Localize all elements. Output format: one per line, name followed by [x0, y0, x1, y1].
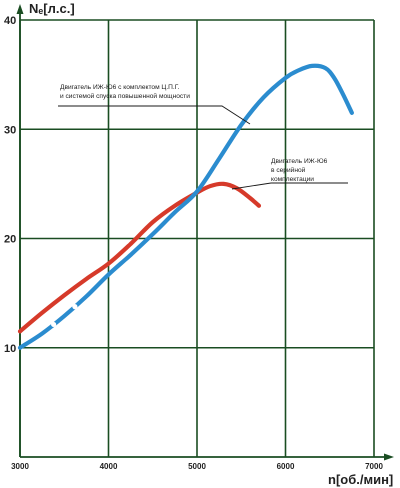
series-1 — [17, 63, 354, 350]
y-tick-label: 40 — [4, 15, 16, 27]
line-gap — [72, 304, 78, 310]
annotation-1: Двигатель ИЖ-Ю6в серийной комплектации — [231, 158, 348, 190]
x-tick-label: 6000 — [277, 462, 295, 471]
x-tick-label: 7000 — [365, 462, 383, 471]
annotation-text: комплектации — [271, 176, 314, 183]
series-0 — [17, 181, 262, 334]
series-line — [17, 63, 354, 350]
annotation-leader — [58, 105, 251, 125]
x-tick-label: 5000 — [188, 462, 206, 471]
line-gap — [51, 321, 57, 328]
x-tick-label: 3000 — [11, 462, 29, 471]
annotation-leader — [231, 182, 272, 190]
annotation-text: в серийной — [271, 166, 306, 174]
x-tick-label: 4000 — [100, 462, 118, 471]
x-axis-title: n[об./мин] — [328, 472, 393, 487]
y-tick-label: 10 — [4, 343, 16, 355]
tick-labels: 10 20 30 40 3000 4000 5000 6000 7000 — [4, 15, 383, 471]
series-layer — [17, 63, 354, 350]
y-axis-title: Nₑ[л.с.] — [29, 1, 75, 16]
axes — [16, 4, 394, 461]
annotation-text: Двигатель ИЖ-Ю6 — [271, 158, 328, 165]
annotations: Двигатель ИЖ-Ю6 с комплектом Ц.П.Г.и сис… — [58, 84, 348, 190]
annotation-text: и системой спуска повышенной мощности — [60, 92, 190, 100]
annotation-text: Двигатель ИЖ-Ю6 с комплектом Ц.П.Г. — [60, 84, 179, 91]
x-axis-arrow-icon — [384, 453, 394, 461]
grid — [19, 19, 375, 457]
annotation-0: Двигатель ИЖ-Ю6 с комплектом Ц.П.Г.и сис… — [58, 84, 251, 125]
y-tick-label: 20 — [4, 234, 16, 246]
y-tick-label: 30 — [4, 124, 16, 136]
y-axis-arrow-icon — [16, 4, 24, 14]
series-line — [17, 181, 262, 334]
